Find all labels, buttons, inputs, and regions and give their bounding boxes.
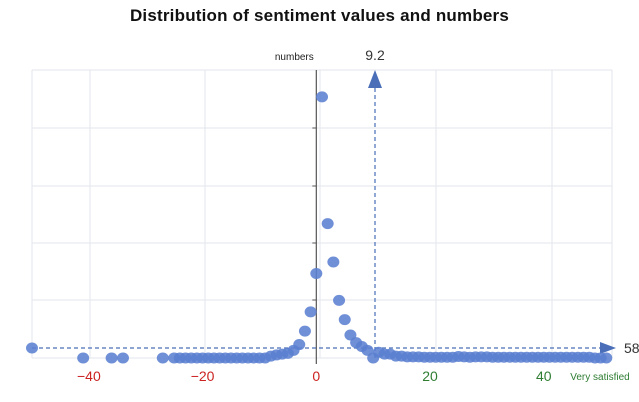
data-point <box>305 306 317 317</box>
horizontal-arrow-label: 58 <box>624 340 639 356</box>
data-point <box>26 343 38 354</box>
data-point <box>322 218 334 229</box>
data-point <box>293 339 305 350</box>
scatter-plot: numbers 9.2 58 −40 −20 0 20 40 Very satisfied <box>0 0 639 402</box>
x-end-label: Very satisfied <box>570 372 629 383</box>
data-point <box>310 268 322 279</box>
tick-labels: −40 −20 0 20 40 Very satisfied <box>77 368 630 384</box>
x-tick-label: −40 <box>77 368 101 384</box>
data-point <box>600 353 612 364</box>
x-tick-label: 40 <box>536 368 552 384</box>
data-point <box>157 353 169 364</box>
chart-root: Distribution of sentiment values and num… <box>0 0 639 402</box>
data-point <box>339 314 351 325</box>
data-point <box>316 91 328 102</box>
grid <box>32 70 612 358</box>
x-tick-label: −20 <box>191 368 215 384</box>
data-point <box>327 257 339 268</box>
vertical-arrow-head <box>368 70 382 88</box>
data-point <box>117 353 129 364</box>
data-point <box>77 353 89 364</box>
x-tick-label: 0 <box>312 368 320 384</box>
data-point <box>299 326 311 337</box>
y-axis-label: numbers <box>275 52 314 63</box>
data-point <box>106 353 118 364</box>
vertical-arrow-label: 9.2 <box>365 47 385 63</box>
data-points <box>26 91 612 363</box>
annotations: 9.2 58 <box>32 47 639 358</box>
data-point <box>333 295 345 306</box>
x-tick-label: 20 <box>422 368 438 384</box>
horizontal-arrow-head <box>600 342 616 354</box>
